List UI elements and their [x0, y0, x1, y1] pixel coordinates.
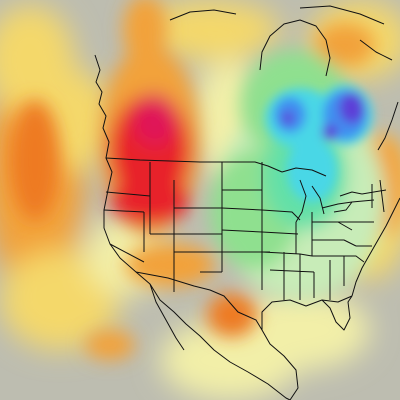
map-boundaries	[94, 5, 400, 400]
bc-crimson-core	[133, 94, 177, 146]
southwest-orange-patch	[125, 243, 215, 287]
us-canada-border	[105, 157, 283, 173]
great-lakes	[281, 167, 363, 223]
arctic-yellow-patch	[140, 0, 280, 60]
canada-east-coast	[377, 101, 399, 151]
pacific-dark-orange	[10, 100, 60, 220]
florida-outline	[321, 295, 353, 331]
quebec-violet-tail	[322, 124, 338, 140]
south-pacific-yellow	[0, 250, 120, 350]
quebec-violet-core	[339, 92, 365, 124]
ontario-violet-spot	[282, 111, 294, 125]
mexico-pale-patch	[160, 320, 300, 400]
arctic-islands	[169, 5, 393, 61]
baja-peninsula	[149, 283, 185, 351]
us-mexico-border	[135, 271, 263, 331]
mexico-orange-patch	[207, 293, 257, 337]
east-coast	[351, 197, 400, 297]
hawaii-orange-patch	[85, 330, 135, 360]
us-state-borders	[103, 162, 387, 300]
hudson-bay-shore	[259, 19, 331, 77]
north-orange-blob	[123, 0, 167, 65]
